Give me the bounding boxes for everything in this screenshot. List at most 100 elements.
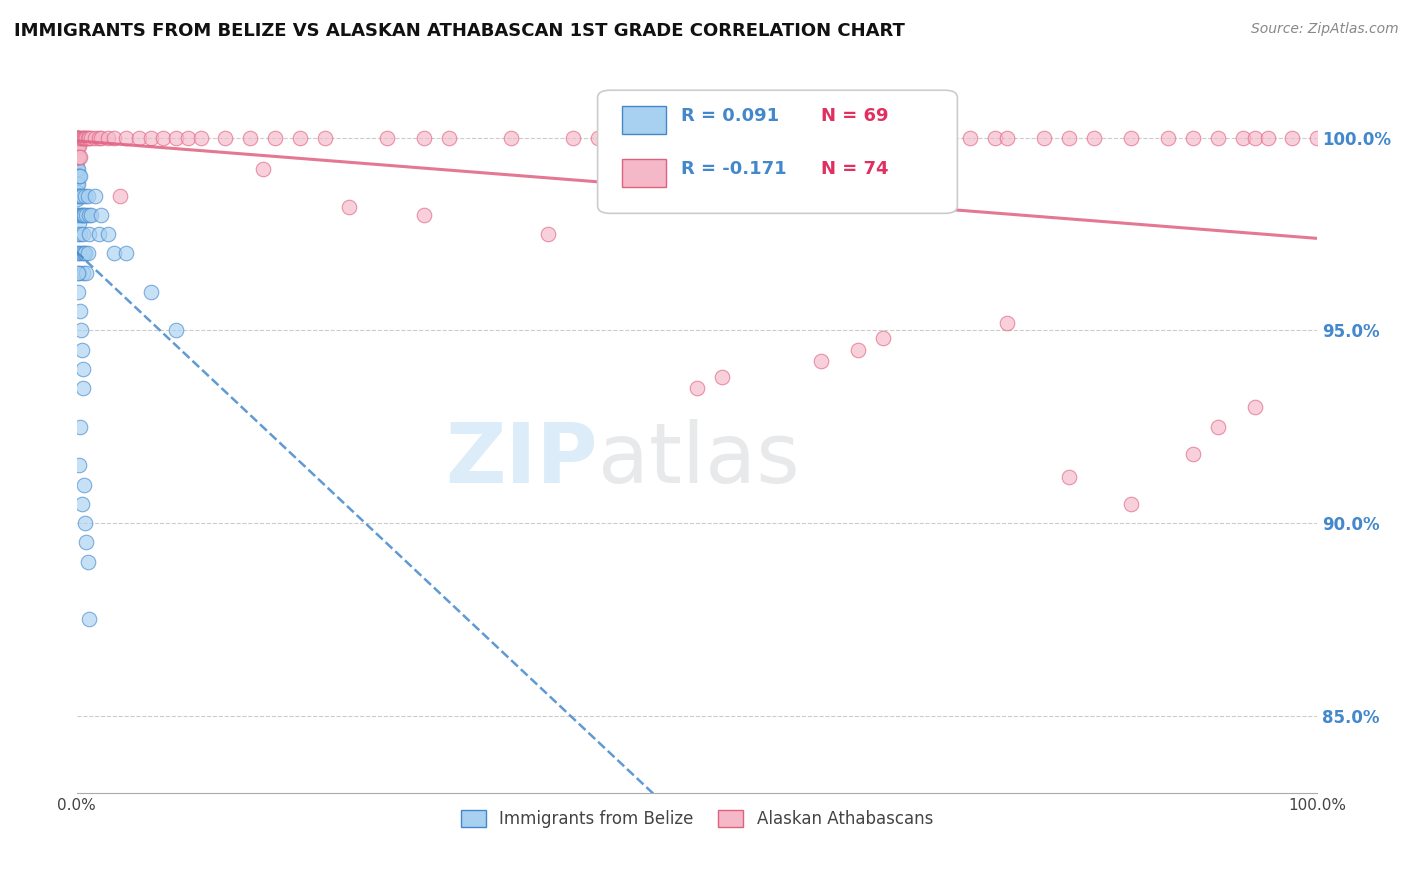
Point [103, 131, 125, 145]
Point [70, 343, 93, 357]
Point [66, 150, 89, 164]
Point [288, 131, 311, 145]
Point [90, 131, 112, 145]
Point [66, 208, 89, 222]
Point [1119, 131, 1142, 145]
Point [846, 343, 869, 357]
Point [190, 131, 212, 145]
Point [77, 208, 100, 222]
Point [66, 131, 89, 145]
FancyBboxPatch shape [598, 90, 957, 213]
Point [76, 131, 98, 145]
Point [84, 131, 107, 145]
Point [810, 131, 832, 145]
Text: R = -0.171: R = -0.171 [681, 161, 786, 178]
Point [115, 246, 138, 260]
Point [1033, 131, 1056, 145]
Legend: Immigrants from Belize, Alaskan Athabascans: Immigrants from Belize, Alaskan Athabasc… [454, 804, 939, 835]
Point [73, 246, 96, 260]
Point [76, 555, 98, 569]
Point [66, 227, 89, 241]
Text: IMMIGRANTS FROM BELIZE VS ALASKAN ATHABASCAN 1ST GRADE CORRELATION CHART: IMMIGRANTS FROM BELIZE VS ALASKAN ATHABA… [14, 22, 905, 40]
Point [66, 138, 89, 153]
Point [810, 354, 832, 368]
Point [73, 477, 96, 491]
Point [70, 497, 93, 511]
Point [70, 323, 93, 337]
Point [1244, 131, 1267, 145]
Point [72, 227, 94, 241]
Point [872, 331, 894, 345]
Point [152, 131, 174, 145]
Point [67, 188, 90, 202]
Point [66, 177, 89, 191]
Point [499, 131, 522, 145]
Point [72, 266, 94, 280]
Point [69, 169, 91, 184]
Point [66, 138, 89, 153]
Point [70, 246, 93, 260]
Point [1306, 131, 1329, 145]
Point [1057, 470, 1080, 484]
Point [1182, 447, 1205, 461]
Point [339, 200, 361, 214]
Point [908, 131, 931, 145]
Point [686, 131, 709, 145]
Point [66, 138, 89, 153]
FancyBboxPatch shape [623, 106, 666, 134]
Point [80, 208, 103, 222]
Point [995, 316, 1018, 330]
Text: atlas: atlas [598, 419, 800, 500]
Point [1119, 497, 1142, 511]
Point [214, 131, 236, 145]
Point [72, 381, 94, 395]
Point [69, 419, 91, 434]
Point [66, 131, 89, 145]
Point [84, 188, 107, 202]
Point [70, 131, 93, 145]
Point [139, 131, 162, 145]
Point [1083, 131, 1105, 145]
Point [1157, 131, 1180, 145]
Point [537, 227, 560, 241]
Point [80, 131, 103, 145]
Point [66, 138, 89, 153]
Point [66, 193, 89, 207]
Point [995, 131, 1018, 145]
Point [252, 161, 274, 176]
Text: R = 0.091: R = 0.091 [681, 107, 779, 125]
Point [75, 516, 97, 530]
Point [314, 131, 336, 145]
Point [748, 131, 770, 145]
Point [70, 208, 93, 222]
Point [67, 458, 90, 473]
Point [69, 208, 91, 222]
Text: ZIP: ZIP [446, 419, 598, 500]
Point [128, 131, 150, 145]
Point [66, 188, 89, 202]
Point [76, 188, 98, 202]
Point [413, 208, 436, 222]
Point [76, 535, 98, 549]
Point [586, 131, 609, 145]
Point [67, 266, 90, 280]
Point [624, 131, 647, 145]
Point [413, 131, 436, 145]
Point [1232, 131, 1254, 145]
Point [1281, 131, 1303, 145]
Point [1206, 419, 1229, 434]
Point [1257, 131, 1279, 145]
Point [115, 131, 138, 145]
Point [75, 131, 97, 145]
Point [70, 188, 93, 202]
Point [76, 131, 98, 145]
Point [1206, 131, 1229, 145]
Point [76, 266, 98, 280]
Point [87, 131, 110, 145]
Point [165, 131, 187, 145]
Point [67, 138, 90, 153]
Point [77, 131, 100, 145]
Point [69, 150, 91, 164]
Point [72, 208, 94, 222]
Point [1182, 131, 1205, 145]
